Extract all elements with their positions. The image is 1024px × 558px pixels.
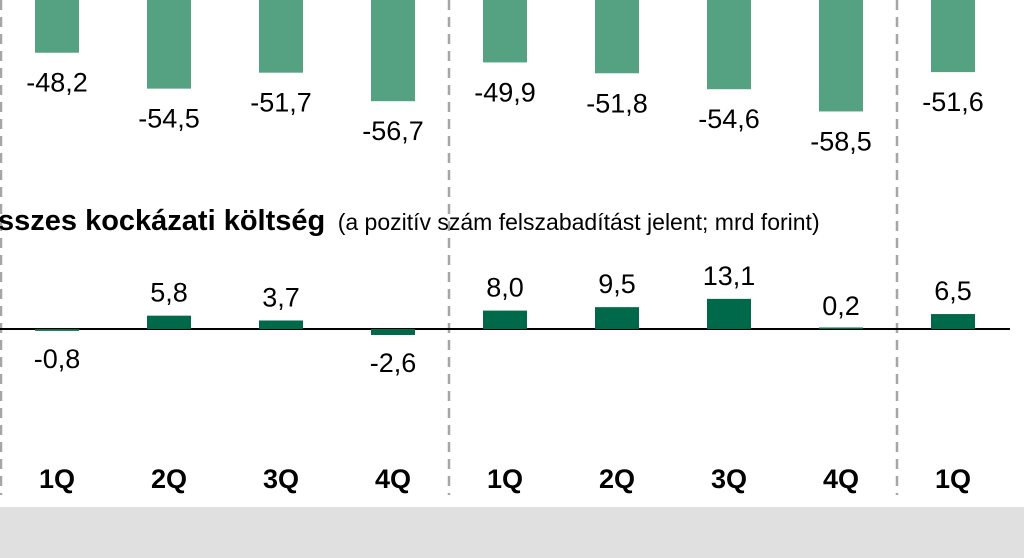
bottom-bar: [707, 298, 751, 329]
quarter-label: 3Q: [263, 464, 299, 494]
quarter-label: 2Q: [599, 464, 635, 494]
top-bar: [35, 0, 79, 53]
chart-subtitle: (a pozitív szám felszabadítást jelent; m…: [338, 209, 820, 235]
bottom-bar: [483, 310, 527, 329]
top-bar-value-label: -58,5: [810, 126, 872, 156]
quarter-label: 3Q: [711, 464, 747, 494]
year-dividers: [0, 0, 899, 495]
top-bar: [483, 0, 527, 63]
bottom-bar-chart: sszes kockázati költség (a pozitív szám …: [0, 205, 1010, 378]
top-bar-value-label: -54,5: [138, 104, 200, 134]
bottom-bar: [931, 314, 975, 329]
bottom-bar: [259, 320, 303, 329]
quarter-label: 1Q: [935, 464, 971, 494]
top-bar-value-label: -51,6: [922, 87, 984, 117]
top-bar-value-label: -54,6: [698, 104, 760, 134]
quarter-label: 2Q: [151, 464, 187, 494]
bottom-bar: [35, 329, 79, 331]
quarter-label: 4Q: [823, 464, 859, 494]
quarter-axis-labels: 1Q 2Q 3Q 4Q 1Q 2Q 3Q 4Q 1Q: [39, 464, 971, 494]
quarter-label: 1Q: [39, 464, 75, 494]
bottom-bar-value-label: 8,0: [486, 273, 524, 303]
bottom-bar-value-label: 3,7: [262, 282, 300, 312]
chart-svg: -48,2 -54,5 -51,7 -56,7 -49,9 -51,8 -54,6 -58,5…: [0, 0, 1010, 495]
bottom-bar: [371, 329, 415, 335]
top-bar: [707, 0, 751, 90]
bottom-bar: [819, 327, 863, 329]
bottom-bar-value-label: 5,8: [150, 278, 188, 308]
footer-bar: [0, 507, 1024, 558]
bottom-bar-value-label: -0,8: [34, 344, 81, 374]
quarter-label: 1Q: [487, 464, 523, 494]
top-bar: [371, 0, 415, 102]
bottom-bar-value-label: -2,6: [370, 348, 417, 378]
top-bar-value-label: -48,2: [26, 68, 88, 98]
bottom-bar: [595, 307, 639, 329]
bottom-bar-value-label: 6,5: [934, 276, 972, 306]
top-bar: [595, 0, 639, 74]
bottom-bar-value-label: 0,2: [822, 291, 860, 321]
top-bar: [931, 0, 975, 73]
top-bar: [259, 0, 303, 73]
bottom-bar-value-label: 9,5: [598, 269, 636, 299]
bottom-bar-value-label: 13,1: [703, 261, 756, 291]
top-bar: [819, 0, 863, 112]
bottom-bar: [147, 315, 191, 329]
svg-text:sszes kockázati költség: sszes kockázati költség (a pozitív szám …: [0, 205, 820, 237]
top-bar: [147, 0, 191, 89]
top-bar-value-label: -56,7: [362, 116, 424, 146]
top-bar-chart: -48,2 -54,5 -51,7 -56,7 -49,9 -51,8 -54,6 -58,5…: [26, 0, 984, 156]
top-bar-value-label: -49,9: [474, 77, 536, 107]
quarter-label: 4Q: [375, 464, 411, 494]
top-bar-value-label: -51,7: [250, 88, 312, 118]
top-bar-value-label: -51,8: [586, 88, 648, 118]
chart-title: sszes kockázati költség: [0, 205, 325, 237]
